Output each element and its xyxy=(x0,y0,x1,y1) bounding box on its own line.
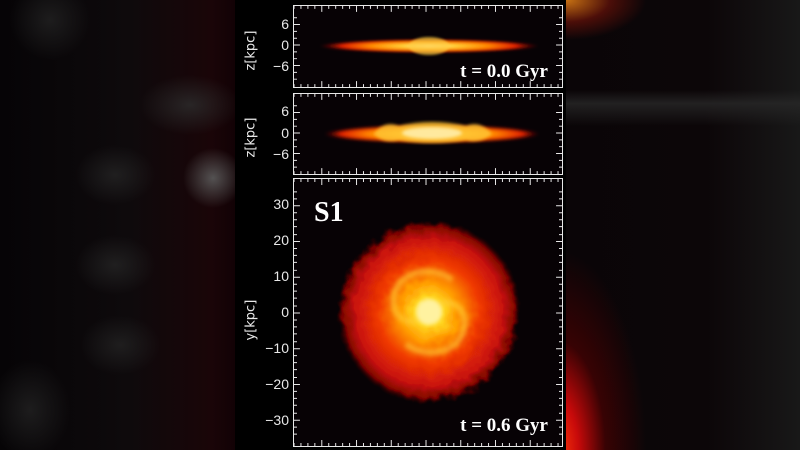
top-ytick-0: 0 xyxy=(281,37,289,53)
top-edge-on-panel: t = 0.0 Gyr xyxy=(293,5,563,88)
edge-on-disk-t0 xyxy=(319,37,539,55)
top-time-label: t = 0.0 Gyr xyxy=(460,61,548,82)
bottom-face-on-panel: S1 t = 0.6 Gyr xyxy=(293,178,563,447)
edge-on-disk-t06 xyxy=(324,122,540,143)
top-panel-ylabel: z[kpc] xyxy=(243,30,259,71)
bottom-ytick-20: 20 xyxy=(273,232,289,248)
top-panel-ticks xyxy=(294,6,562,87)
simulation-figure: z[kpc] 6 0 −6 xyxy=(235,0,566,450)
top-ytick-6: 6 xyxy=(281,16,289,32)
bottom-ytick-neg30: −30 xyxy=(265,412,289,428)
bottom-panel-ticks xyxy=(294,179,562,446)
middle-ytick-neg6: −6 xyxy=(273,146,289,162)
blurred-background-right xyxy=(566,0,800,450)
middle-edge-on-panel xyxy=(293,93,563,175)
simulation-label: S1 xyxy=(314,197,344,228)
top-ytick-neg6: −6 xyxy=(273,58,289,74)
bottom-ytick-neg20: −20 xyxy=(265,376,289,392)
middle-ytick-0: 0 xyxy=(281,125,289,141)
middle-ytick-6: 6 xyxy=(281,103,289,119)
bottom-ytick-10: 10 xyxy=(273,268,289,284)
bottom-panel-ylabel: y[kpc] xyxy=(243,299,259,341)
bottom-ytick-neg10: −10 xyxy=(265,340,289,356)
middle-panel-ticks xyxy=(294,94,562,174)
blurred-background-left xyxy=(0,0,235,450)
middle-panel-ylabel: z[kpc] xyxy=(243,117,259,158)
bottom-ytick-0: 0 xyxy=(281,304,289,320)
bottom-time-label: t = 0.6 Gyr xyxy=(460,415,548,436)
face-on-spiral-galaxy xyxy=(337,220,521,404)
bottom-ytick-30: 30 xyxy=(273,196,289,212)
